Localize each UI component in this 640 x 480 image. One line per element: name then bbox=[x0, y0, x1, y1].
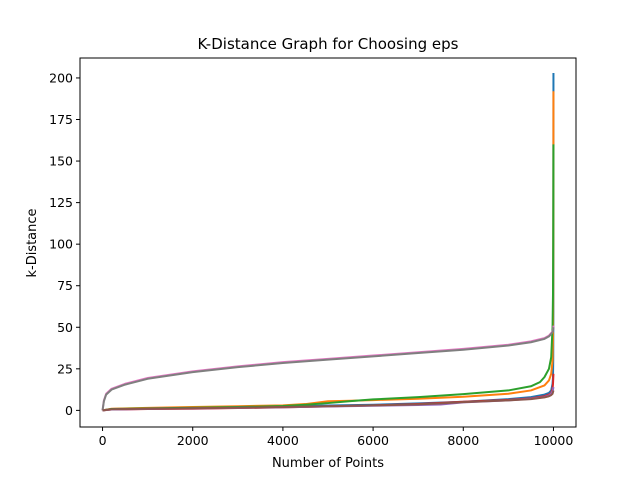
axes-frame bbox=[79, 57, 577, 428]
chart-title: K-Distance Graph for Choosing eps bbox=[198, 35, 459, 53]
y-tick-label: 0 bbox=[65, 403, 73, 418]
y-tick-label: 75 bbox=[57, 278, 73, 293]
x-axis-label: Number of Points bbox=[272, 456, 384, 471]
y-tick-label: 200 bbox=[49, 70, 73, 85]
y-tick-label: 150 bbox=[49, 154, 73, 169]
plot-area: 0 2000 4000 6000 8000 10000 0 25 50 75 100 125 150 1… bbox=[49, 57, 577, 448]
y-axis-label: k-Distance bbox=[25, 208, 40, 277]
x-tick-label: 2000 bbox=[177, 433, 209, 448]
x-axis-ticks: 0 2000 4000 6000 8000 10000 bbox=[99, 427, 574, 448]
series-line-8 bbox=[102, 390, 555, 412]
y-tick-label: 25 bbox=[57, 361, 73, 376]
series-group bbox=[101, 72, 555, 412]
x-tick-label: 0 bbox=[99, 433, 107, 448]
series-line-7 bbox=[101, 327, 555, 411]
x-tick-label: 4000 bbox=[267, 433, 299, 448]
x-tick-label: 6000 bbox=[357, 433, 389, 448]
x-tick-label: 8000 bbox=[447, 433, 479, 448]
y-tick-label: 125 bbox=[49, 195, 73, 210]
y-tick-label: 50 bbox=[57, 320, 73, 335]
y-tick-label: 175 bbox=[49, 112, 73, 127]
x-tick-label: 10000 bbox=[534, 433, 574, 448]
y-axis-ticks: 0 25 50 75 100 125 150 175 200 bbox=[49, 70, 80, 418]
y-tick-label: 100 bbox=[49, 237, 73, 252]
